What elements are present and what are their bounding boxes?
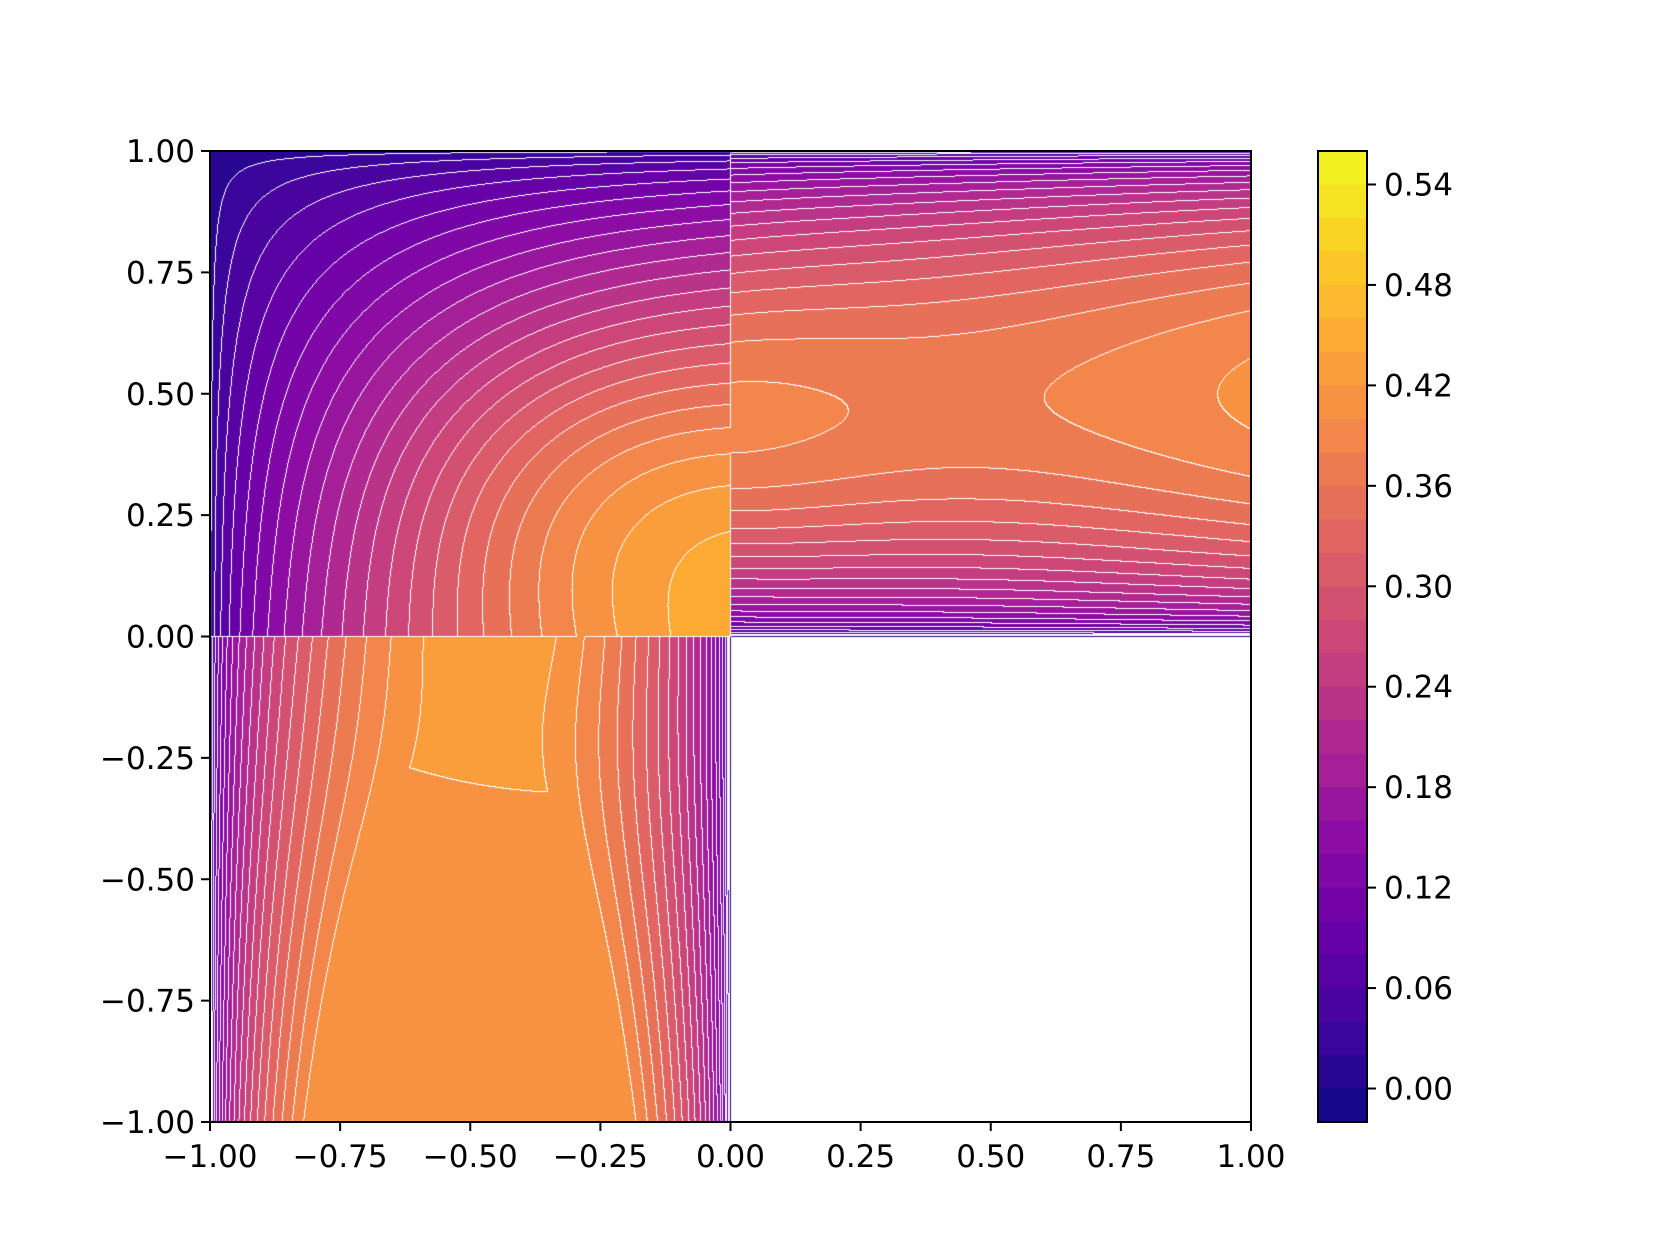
- plot-area: −1.00 −0.75 −0.50 −0.25 0.00 0.25 0.50 0.75 1.00…: [100, 134, 1286, 1175]
- y-tick-label: −0.75: [100, 984, 195, 1020]
- y-tick-label: 0.25: [126, 498, 195, 534]
- x-tick-label: −1.00: [163, 1139, 258, 1175]
- colorbar-tick-label: 0.18: [1384, 770, 1453, 806]
- y-tick-label: 0.75: [126, 255, 195, 291]
- colorbar-tick-label: 0.42: [1384, 368, 1453, 404]
- colorbar-axis: 0.00 0.06 0.12 0.18 0.24 0.30 0.36 0.42 0.48 0.54: [1367, 167, 1453, 1108]
- y-tick-label: 0.00: [126, 620, 195, 656]
- colorbar: 0.00 0.06 0.12 0.18 0.24 0.30 0.36 0.42 0.48 0.54: [1317, 150, 1453, 1123]
- x-tick-label: 0.00: [696, 1139, 765, 1175]
- x-tick-label: −0.50: [423, 1139, 518, 1175]
- colorbar-tick-label: 0.54: [1384, 167, 1453, 203]
- colorbar-gradient: [1318, 151, 1367, 1122]
- y-tick-label: 1.00: [126, 134, 195, 170]
- y-tick-label: −1.00: [100, 1105, 195, 1141]
- colorbar-tick-label: 0.06: [1384, 971, 1453, 1007]
- colorbar-tick-label: 0.48: [1384, 268, 1453, 304]
- colorbar-tick-label: 0.36: [1384, 469, 1453, 505]
- colorbar-frame: [1317, 150, 1368, 1123]
- colorbar-tick-label: 0.30: [1384, 569, 1453, 605]
- x-tick-label: −0.75: [293, 1139, 388, 1175]
- x-tick-label: 0.50: [956, 1139, 1025, 1175]
- contour-fill: [210, 151, 1251, 1122]
- y-axis: 1.00 0.75 0.50 0.25 0.00 −0.25 −0.50 −0.75 −1.00: [100, 134, 210, 1141]
- x-tick-label: −0.25: [553, 1139, 648, 1175]
- y-tick-label: 0.50: [126, 377, 195, 413]
- x-axis: −1.00 −0.75 −0.50 −0.25 0.00 0.25 0.50 0.75 1.00: [163, 1122, 1286, 1175]
- x-tick-label: 0.25: [826, 1139, 895, 1175]
- colorbar-tick-label: 0.12: [1384, 871, 1453, 907]
- colorbar-tick-label: 0.00: [1384, 1072, 1453, 1108]
- x-tick-label: 1.00: [1216, 1139, 1285, 1175]
- x-tick-label: 0.75: [1086, 1139, 1155, 1175]
- y-tick-label: −0.50: [100, 862, 195, 898]
- colorbar-tick-label: 0.24: [1384, 670, 1453, 706]
- y-tick-label: −0.25: [100, 741, 195, 777]
